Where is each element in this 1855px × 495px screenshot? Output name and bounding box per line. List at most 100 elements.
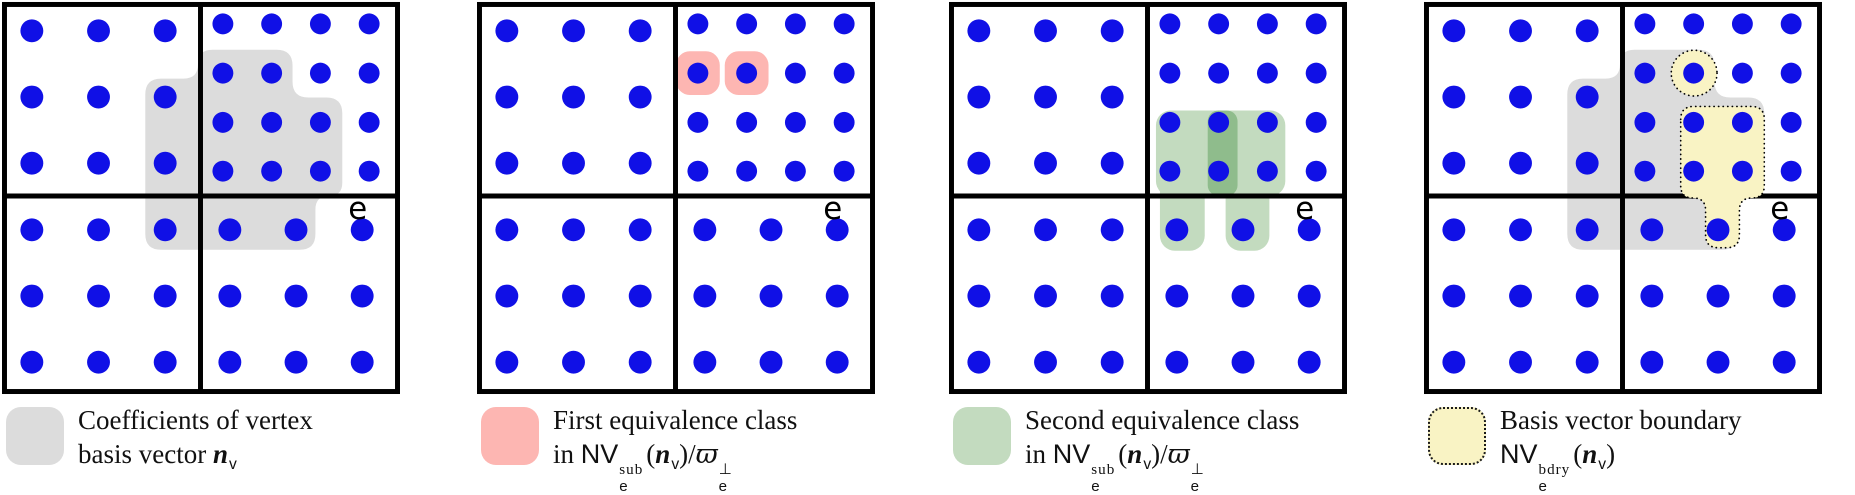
control-point-dot [1772, 284, 1796, 308]
control-point-dot [212, 160, 234, 182]
control-point-dot [562, 19, 585, 43]
control-point-dot [1100, 284, 1124, 308]
control-point-dot [20, 19, 44, 43]
panel-vertex-basis-coefficients: e Coefficients of vertex basis vector nv [2, 0, 400, 482]
control-point-dot [736, 13, 758, 35]
control-point-dot [736, 62, 758, 84]
control-point-dot [153, 85, 177, 109]
control-point-dot [1634, 111, 1656, 133]
math-token: ϖ [1167, 439, 1190, 470]
control-point-dot [1780, 62, 1802, 84]
control-point-dot [1683, 160, 1705, 182]
control-point-dot [1634, 62, 1656, 84]
control-point-dot [212, 13, 234, 35]
grid-first-equivalence-class: e [477, 1, 875, 395]
control-point-dot [1256, 111, 1278, 133]
control-point-dot [284, 350, 308, 374]
control-point-dot [495, 350, 519, 374]
control-point-dot [358, 62, 380, 84]
math-token: in [553, 439, 581, 469]
math-supsub: ⊥ e [718, 461, 733, 495]
dots-top-left-coarse [20, 19, 177, 175]
control-point-dot [628, 350, 652, 374]
control-point-dot [495, 151, 519, 175]
math-token: n [655, 439, 671, 469]
control-point-dot [1575, 151, 1599, 175]
math-supsub: bdry e [1538, 461, 1571, 495]
control-point-dot [967, 218, 991, 242]
dots-top-right-fine [1634, 13, 1802, 182]
outer-border [2, 1, 400, 395]
control-point-dot [1159, 13, 1181, 35]
dots-bottom-left-coarse [1442, 218, 1599, 374]
control-point-dot [1772, 218, 1796, 242]
control-point-dot [628, 19, 652, 43]
control-point-dot [628, 284, 652, 308]
control-point-dot [562, 284, 585, 308]
outer-border [477, 1, 875, 395]
control-point-dot [1208, 62, 1230, 84]
dots-bottom-left-coarse [495, 218, 652, 374]
math-token: n [1127, 439, 1143, 469]
control-point-dot [284, 218, 308, 242]
control-point-dot [1256, 160, 1278, 182]
control-point-dot [967, 85, 991, 109]
control-point-dot [1231, 218, 1255, 242]
panel-second-equivalence-class: e Second equivalence class in NV sub e (nv)… [949, 0, 1347, 494]
control-point-dot [153, 19, 177, 43]
control-point-dot [1442, 284, 1466, 308]
control-point-dot [1509, 350, 1532, 374]
control-point-dot [967, 151, 991, 175]
control-point-dot [1034, 350, 1057, 374]
control-point-dot [1297, 284, 1321, 308]
control-point-dot [1165, 218, 1189, 242]
control-point-dot [1034, 284, 1057, 308]
control-point-dot [1034, 19, 1057, 43]
control-point-dot [309, 13, 331, 35]
control-point-dot [1683, 13, 1705, 35]
control-point-dot [1100, 85, 1124, 109]
control-point-dot [1509, 85, 1532, 109]
dots-top-left-coarse [495, 19, 652, 175]
control-point-dot [87, 85, 110, 109]
control-point-dot [833, 160, 855, 182]
control-point-dot [218, 350, 242, 374]
math-supsub: sub e [619, 461, 644, 495]
control-point-dot [1683, 62, 1705, 84]
control-point-dot [87, 350, 110, 374]
control-point-dot [693, 218, 717, 242]
control-point-dot [261, 62, 283, 84]
control-point-dot [1305, 160, 1327, 182]
math-supsub: ⊥ e [1190, 461, 1205, 495]
edge-label: e [348, 191, 367, 227]
control-point-dot [1305, 13, 1327, 35]
control-point-dot [1780, 160, 1802, 182]
control-point-dot [1305, 111, 1327, 133]
grid-basis-vector-boundary: e [1424, 1, 1822, 395]
control-point-dot [350, 284, 374, 308]
legend-swatch-gray [6, 407, 64, 465]
control-point-dot [1442, 151, 1466, 175]
control-point-dot [687, 62, 709, 84]
control-point-dot [153, 350, 177, 374]
control-point-dot [1034, 151, 1057, 175]
control-point-dot [784, 62, 806, 84]
control-point-dot [20, 85, 44, 109]
control-point-dot [1640, 350, 1664, 374]
control-point-dot [87, 151, 110, 175]
control-point-dot [687, 111, 709, 133]
control-point-dot [87, 19, 110, 43]
control-point-dot [967, 19, 991, 43]
dots-bottom-right-coarse [1165, 218, 1321, 374]
control-point-dot [1442, 218, 1466, 242]
control-point-dot [20, 350, 44, 374]
control-point-dot [1159, 62, 1181, 84]
control-point-dot [759, 350, 783, 374]
dots-bottom-right-coarse [1640, 218, 1796, 374]
control-point-dot [1297, 218, 1321, 242]
control-point-dot [261, 111, 283, 133]
control-point-dot [1305, 62, 1327, 84]
control-point-dot [495, 85, 519, 109]
control-point-dot [495, 19, 519, 43]
control-point-dot [562, 350, 585, 374]
